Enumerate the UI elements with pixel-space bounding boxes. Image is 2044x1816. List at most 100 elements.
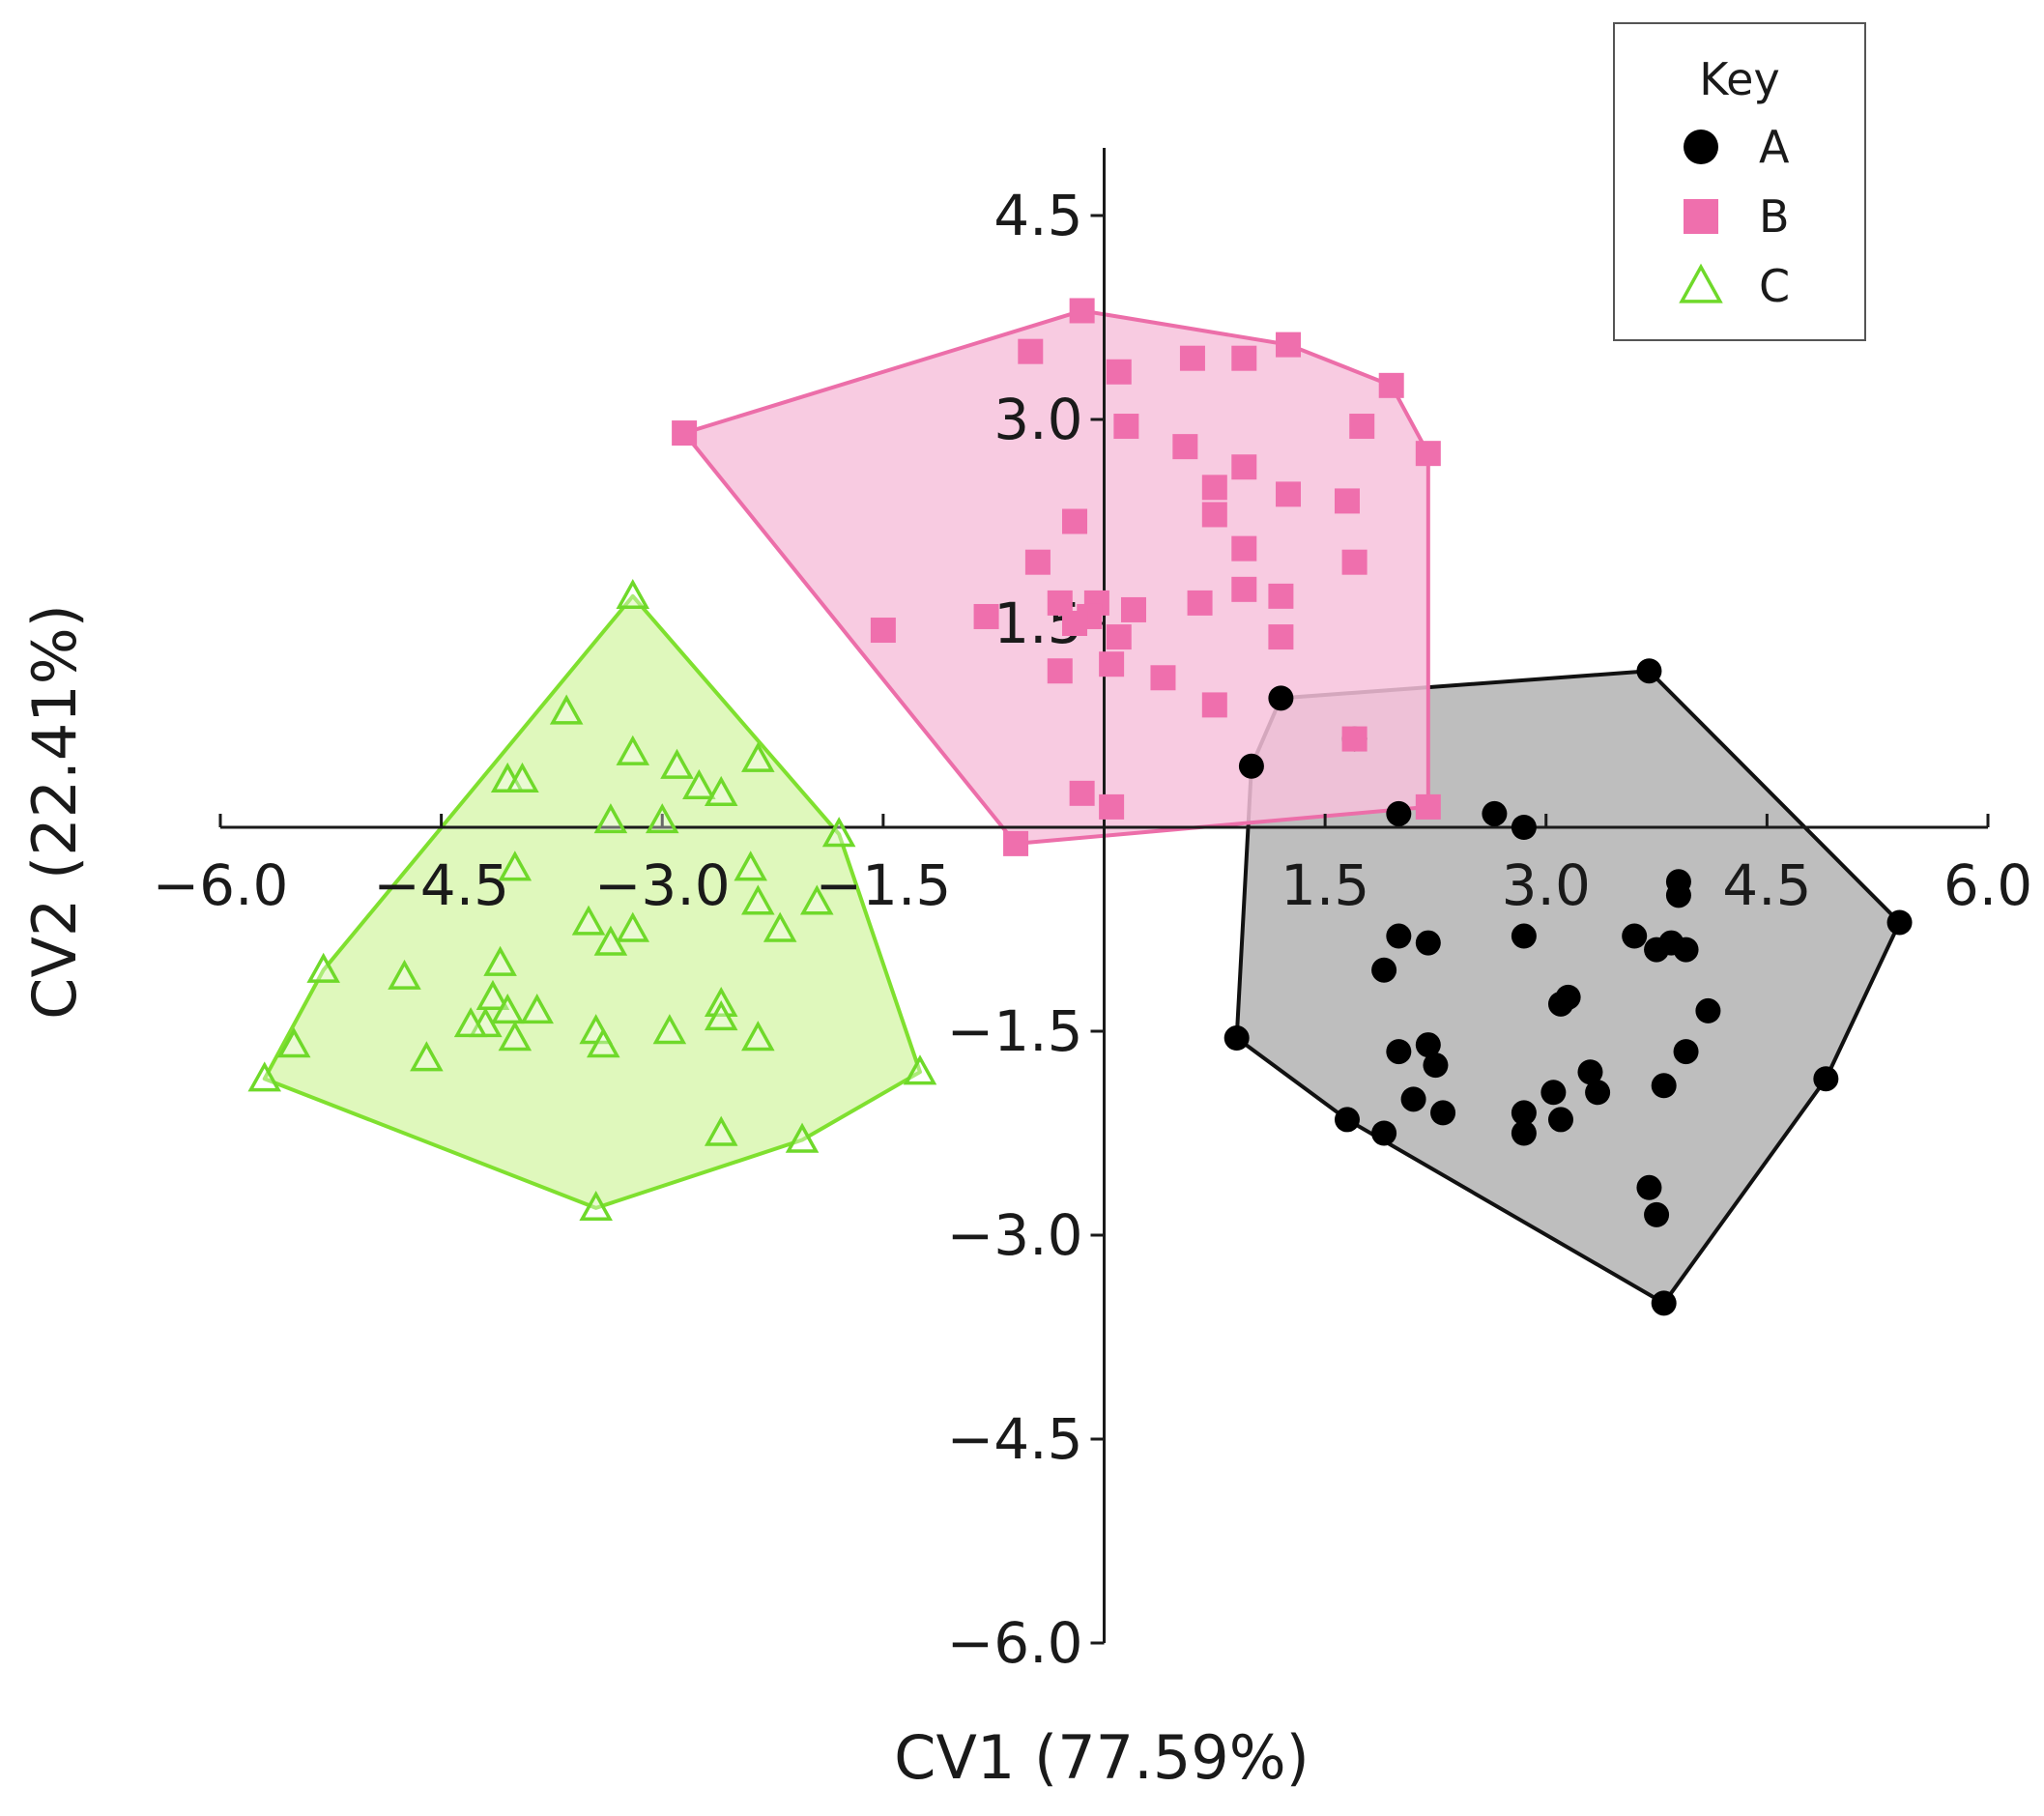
- point-a: [1695, 997, 1721, 1023]
- point-c: [410, 1041, 444, 1072]
- point-b: [1341, 726, 1367, 752]
- point-a: [1511, 923, 1537, 949]
- point-a: [1482, 800, 1508, 826]
- point-c: [616, 735, 650, 765]
- x-tick-label: −6.0: [153, 852, 289, 918]
- point-c: [490, 993, 525, 1024]
- point-b: [1120, 596, 1146, 622]
- legend-box: [1613, 22, 1866, 341]
- legend-marker-a: [1684, 130, 1718, 164]
- x-tick-label: −1.5: [815, 852, 951, 918]
- point-b: [1231, 345, 1257, 371]
- point-b: [1062, 611, 1088, 636]
- point-c: [616, 578, 650, 610]
- point-c: [587, 1027, 620, 1058]
- point-b: [1069, 780, 1095, 806]
- point-b: [1201, 502, 1227, 528]
- point-a: [1547, 1107, 1573, 1133]
- point-a: [1813, 1066, 1839, 1092]
- x-tick-label: 3.0: [1502, 852, 1591, 918]
- x-tick-label: −3.0: [594, 852, 731, 918]
- legend-label-a: A: [1759, 121, 1790, 173]
- point-b: [1231, 576, 1257, 602]
- point-b: [870, 618, 896, 644]
- point-c: [903, 1054, 937, 1085]
- legend-marker-c: [1679, 263, 1723, 303]
- point-b: [1113, 414, 1139, 440]
- point-c: [821, 817, 856, 848]
- point-b: [672, 420, 698, 447]
- point-a: [1400, 1086, 1426, 1112]
- point-a: [1622, 923, 1648, 949]
- point-a: [1371, 1120, 1397, 1146]
- point-b: [1201, 475, 1227, 501]
- point-a: [1577, 1059, 1603, 1085]
- point-b: [1268, 624, 1294, 650]
- point-b: [1047, 658, 1073, 684]
- point-b: [1179, 345, 1205, 371]
- legend: Key ABC: [1613, 22, 1866, 341]
- x-tick-label: −4.5: [373, 852, 509, 918]
- point-c: [660, 748, 694, 779]
- point-b: [973, 603, 999, 629]
- point-a: [1386, 923, 1412, 949]
- point-c: [785, 1122, 820, 1153]
- point-a: [1430, 1100, 1456, 1126]
- point-c: [704, 1000, 738, 1031]
- point-b: [1018, 338, 1044, 364]
- point-a: [1511, 1100, 1537, 1126]
- convex-hulls: [262, 308, 1902, 1306]
- x-tick-label: 1.5: [1281, 852, 1369, 918]
- point-c: [498, 850, 533, 881]
- axis-ticks: −6.0 −4.5 −3.0 −1.5 1.5 3.0 4.5 6.04.53.01.5−1.…: [153, 183, 2033, 1676]
- point-a: [1540, 1080, 1567, 1106]
- point-c: [498, 1021, 533, 1052]
- point-a: [1651, 1073, 1677, 1099]
- point-a: [1555, 984, 1581, 1010]
- x-tick-label: 6.0: [1943, 852, 2032, 918]
- point-c: [475, 979, 510, 1011]
- point-b: [1231, 535, 1257, 562]
- y-axis-title: CV2 (22.41%): [19, 604, 90, 1020]
- legend-items: ABC: [1679, 121, 1790, 312]
- y-tick-label: −6.0: [947, 1610, 1083, 1676]
- point-b: [1268, 583, 1294, 609]
- point-b: [1069, 298, 1095, 324]
- point-b: [1276, 481, 1302, 507]
- point-b: [1349, 414, 1375, 440]
- point-c: [276, 1027, 311, 1058]
- point-b: [1024, 549, 1051, 575]
- point-b: [1106, 359, 1132, 385]
- point-c: [505, 762, 539, 793]
- point-a: [1636, 1174, 1662, 1200]
- point-b: [1231, 454, 1257, 480]
- point-a: [1511, 815, 1537, 840]
- point-b: [1099, 651, 1125, 677]
- point-c: [645, 803, 679, 834]
- point-b: [1201, 692, 1227, 718]
- point-c: [734, 850, 767, 881]
- point-c: [571, 905, 606, 936]
- point-a: [1665, 882, 1691, 908]
- x-axis-title: CV1 (77.59%): [894, 1722, 1310, 1793]
- y-tick-label: 3.0: [993, 387, 1082, 452]
- point-a: [1886, 909, 1913, 936]
- point-a: [1334, 1107, 1360, 1133]
- y-tick-label: 4.5: [993, 183, 1082, 248]
- point-c: [388, 959, 421, 990]
- y-tick-label: −1.5: [947, 998, 1083, 1064]
- y-tick-label: −4.5: [947, 1406, 1083, 1472]
- point-c: [579, 1190, 613, 1222]
- y-tick-label: −3.0: [947, 1202, 1083, 1268]
- point-c: [520, 993, 554, 1024]
- point-a: [1673, 1039, 1699, 1065]
- point-c: [593, 803, 628, 834]
- point-a: [1636, 658, 1662, 684]
- point-a: [1673, 937, 1699, 963]
- point-c: [741, 1021, 775, 1052]
- legend-label-b: B: [1759, 190, 1790, 243]
- legend-marker-b: [1684, 199, 1718, 234]
- point-b: [1415, 441, 1441, 467]
- legend-title: Key: [1699, 53, 1779, 105]
